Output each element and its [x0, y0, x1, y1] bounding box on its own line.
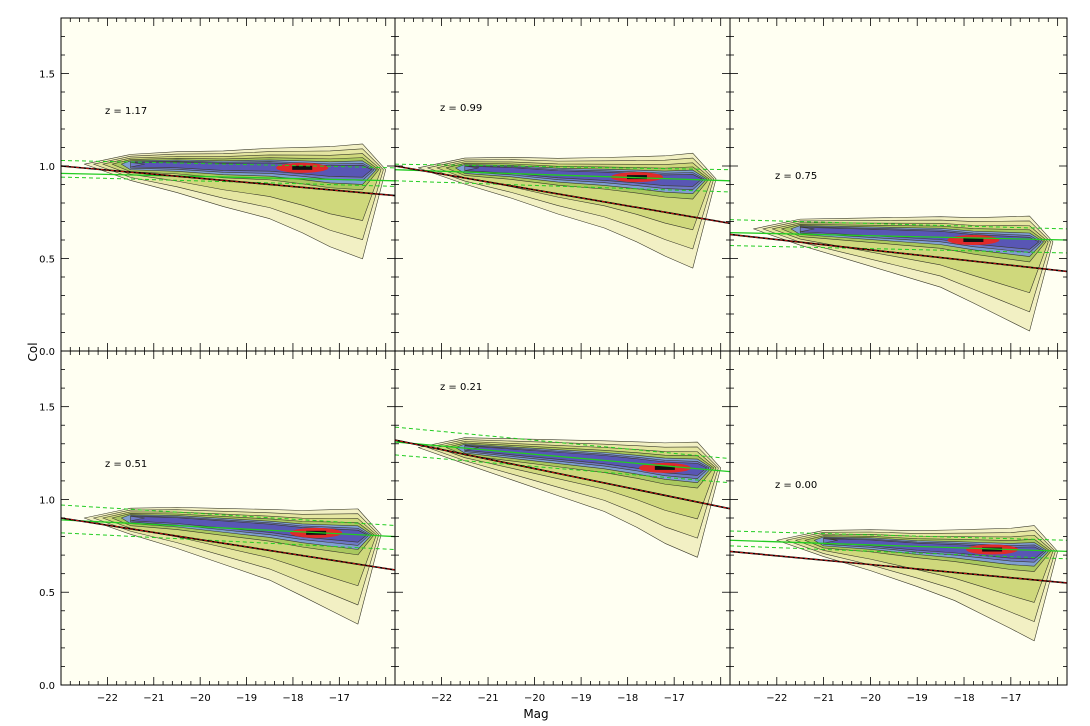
- redshift-label: z = 0.21: [440, 382, 482, 393]
- x-tick-label: −22: [766, 693, 787, 704]
- x-axis-label: Mag: [523, 707, 548, 721]
- density-layer: [395, 426, 730, 558]
- density-peak: [963, 238, 984, 242]
- x-tick-label: −22: [97, 693, 118, 704]
- y-tick-label: 1.5: [39, 403, 55, 414]
- x-tick-label: −19: [571, 693, 592, 704]
- density-layer: [61, 504, 395, 625]
- density-peak: [654, 465, 675, 470]
- redshift-label: z = 0.99: [440, 103, 482, 114]
- red-sequence-fit-line: [395, 441, 730, 473]
- x-tick-label: −21: [478, 693, 499, 704]
- panel-6: −22 −21 −20 −19 −18 −17 z = 0.00: [729, 350, 1068, 704]
- cut-line: [730, 551, 1067, 584]
- x-tick-label: −17: [664, 693, 685, 704]
- y-tick-label: 1.0: [39, 162, 55, 173]
- panel-1: 0.0 0.5 1.0 1.5 z = 1.17: [39, 17, 396, 358]
- cut-line: [395, 439, 730, 510]
- panel-4: 0.0 0.5 1.0 1.5 −22 −21 −20 −19 −18 −17 z = 0.51: [39, 350, 396, 704]
- x-tick-label: −18: [617, 693, 638, 704]
- red-sequence-fit-line: [730, 539, 1067, 553]
- y-tick-label: 0.0: [39, 347, 55, 358]
- y-tick-label: 1.0: [39, 495, 55, 506]
- y-tick-label: 0.5: [39, 588, 55, 599]
- cut-line: [730, 234, 1067, 272]
- y-tick-label: 0.0: [39, 681, 55, 692]
- redshift-label: z = 0.75: [775, 171, 817, 182]
- redshift-label: z = 0.00: [775, 480, 817, 491]
- red-sequence-fit-line: [61, 172, 395, 182]
- fit-lower-bound: [395, 454, 730, 484]
- density-layer: [61, 143, 395, 260]
- x-tick-label: −18: [282, 693, 303, 704]
- x-tick-label: −19: [236, 693, 257, 704]
- fit-lower-bound: [730, 545, 1067, 560]
- panel-5: −22 −21 −20 −19 −18 −17 z = 0.21: [394, 350, 731, 704]
- red-sequence-fit-line: [730, 231, 1067, 241]
- density-layer: [395, 152, 730, 269]
- y-tick-label: 0.5: [39, 255, 55, 266]
- red-sequence-fit-line: [61, 519, 395, 538]
- x-tick-label: −18: [953, 693, 974, 704]
- cut-line: [61, 165, 395, 196]
- x-tick-label: −20: [190, 693, 211, 704]
- fit-lower-bound: [730, 245, 1067, 254]
- x-tick-label: −17: [329, 693, 350, 704]
- density-layer: [730, 525, 1067, 642]
- red-sequence-fit-line: [395, 169, 730, 182]
- fit-upper-bound: [395, 426, 730, 460]
- x-tick-label: −21: [813, 693, 834, 704]
- x-tick-label: −20: [860, 693, 881, 704]
- panel-background: [730, 351, 1067, 685]
- x-tick-label: −19: [907, 693, 928, 704]
- x-tick-label: −17: [1000, 693, 1021, 704]
- density-peak: [292, 165, 313, 170]
- panel-3: z = 0.75: [729, 17, 1068, 352]
- cut-line: [61, 517, 395, 571]
- density-layer: [730, 215, 1067, 332]
- redshift-label: z = 1.17: [105, 106, 147, 117]
- fit-upper-bound: [730, 219, 1067, 230]
- x-tick-label: −22: [431, 693, 452, 704]
- cut-line: [395, 165, 730, 224]
- panel-2: z = 0.99: [394, 17, 731, 352]
- y-tick-label: 1.5: [39, 70, 55, 81]
- panel-grid: 0.00.51.01.5z = 1.17 z = 0.99z = 0.750.00…: [39, 17, 1068, 704]
- fit-upper-bound: [730, 530, 1067, 541]
- x-tick-label: −20: [524, 693, 545, 704]
- x-tick-label: −21: [143, 693, 164, 704]
- redshift-label: z = 0.51: [105, 459, 147, 470]
- y-axis-label: Col: [26, 342, 40, 361]
